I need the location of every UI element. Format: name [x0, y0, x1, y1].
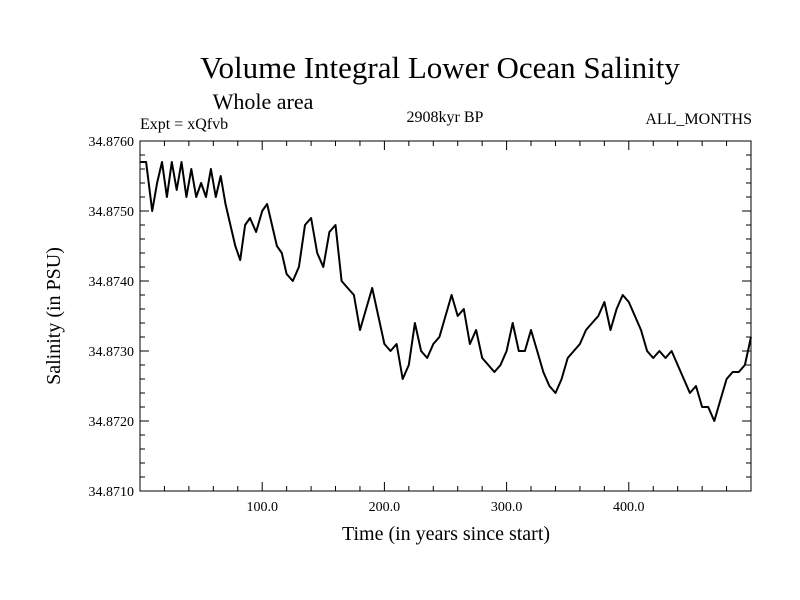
y-tick-label: 34.8730: [89, 345, 135, 360]
x-axis-label: Time (in years since start): [342, 523, 550, 545]
chart-subtitle: Whole area: [213, 89, 314, 114]
y-axis: 34.8710 34.8720 34.8730 34.8740 34.8750 34.87…: [89, 135, 751, 500]
y-tick-label: 34.8710: [89, 485, 135, 500]
y-tick-label: 34.8740: [89, 275, 135, 290]
x-axis: 100.0 200.0 300.0 400.0: [163, 141, 728, 515]
x-tick-label: 200.0: [369, 500, 401, 515]
series-line-salinity: [140, 161, 752, 422]
months-label: ALL_MONTHS: [645, 111, 752, 128]
x-tick-label: 400.0: [613, 500, 645, 515]
y-tick-label: 34.8720: [89, 415, 135, 430]
chart-title: Volume Integral Lower Ocean Salinity: [200, 50, 680, 85]
period-label: 2908kyr BP: [407, 109, 484, 126]
y-axis-label: Salinity (in PSU): [43, 247, 65, 385]
experiment-label: Expt = xQfvb: [140, 116, 228, 133]
plot-frame: [139, 140, 752, 492]
y-tick-label: 34.8760: [89, 135, 135, 150]
x-tick-label: 100.0: [246, 500, 278, 515]
y-tick-label: 34.8750: [89, 205, 135, 220]
x-tick-label: 300.0: [491, 500, 523, 515]
